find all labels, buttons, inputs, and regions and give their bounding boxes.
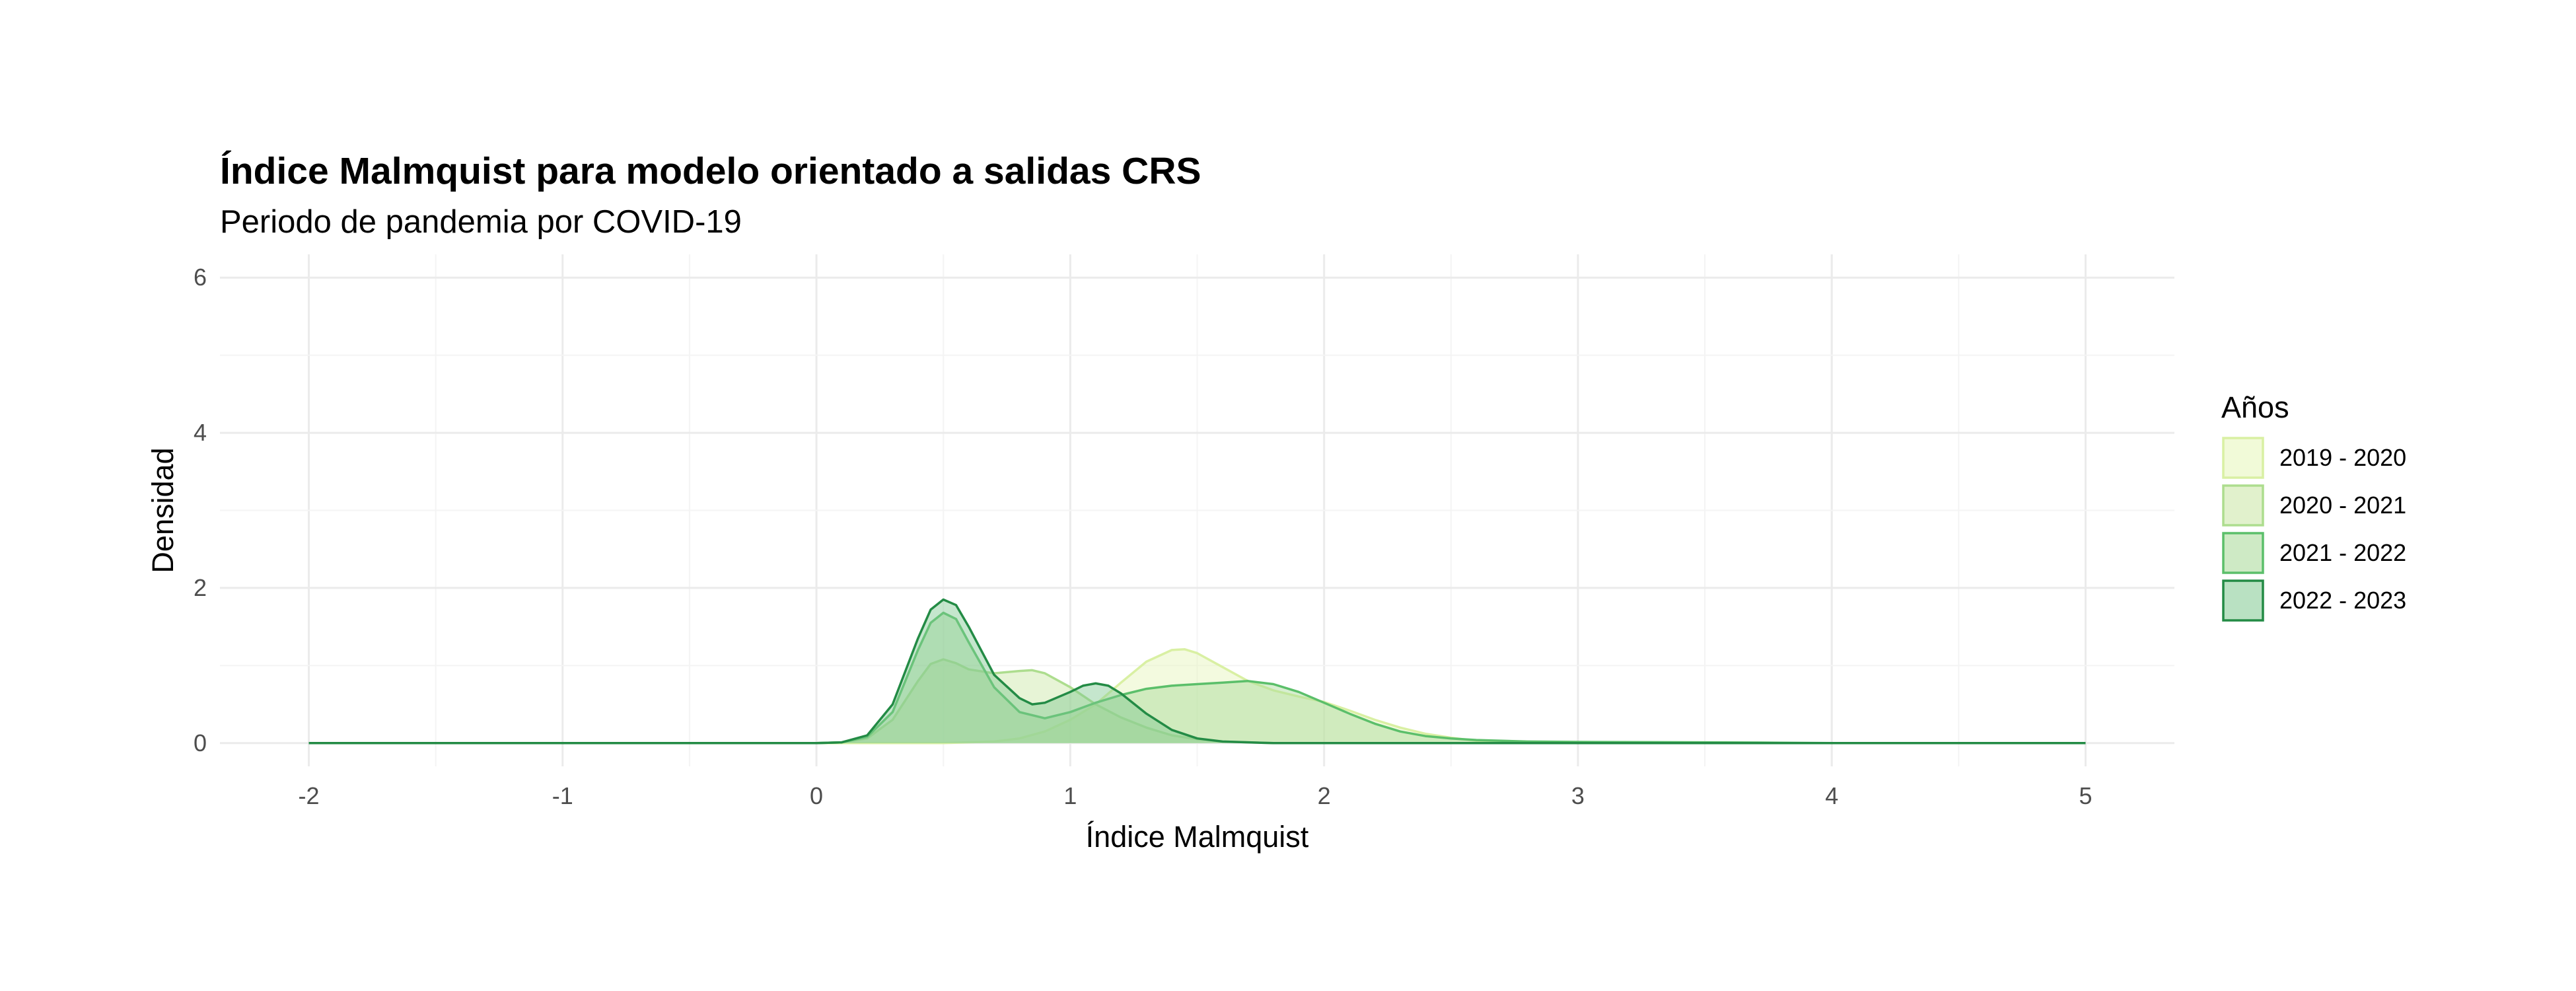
chart-title: Índice Malmquist para modelo orientado a… (220, 150, 1201, 192)
legend-swatch (2222, 579, 2264, 622)
x-tick-label: 5 (2079, 782, 2092, 809)
legend-label: 2020 - 2021 (2279, 492, 2406, 519)
legend-label: 2021 - 2022 (2279, 539, 2406, 566)
y-tick-label: 4 (194, 419, 207, 446)
density-areas (308, 598, 2086, 745)
x-tick-label: 1 (1063, 782, 1077, 809)
x-tick-label: 4 (1825, 782, 1838, 809)
legend: Años 2019 - 2020 2020 - 2021 2021 - 2022 20… (2221, 390, 2406, 622)
y-tick-label: 2 (194, 574, 207, 601)
legend-swatch (2222, 484, 2264, 527)
axis-tick-labels: -2 -1 0 1 2 3 4 5 0 2 4 6 (194, 264, 2093, 809)
density-area-3 (308, 612, 2086, 743)
chart-subtitle: Periodo de pandemia por COVID-19 (220, 204, 742, 240)
density-line-1 (308, 647, 2086, 745)
density-line-2 (308, 658, 2086, 745)
legend-title: Años (2221, 390, 2289, 424)
x-tick-label: 3 (1571, 782, 1585, 809)
density-area-1 (308, 649, 2086, 743)
y-axis-title: Densidad (146, 447, 180, 573)
legend-label: 2019 - 2020 (2279, 444, 2406, 471)
x-axis-title: Índice Malmquist (1086, 820, 1309, 854)
x-tick-label: -2 (298, 782, 319, 809)
y-tick-label: 0 (194, 729, 207, 756)
x-tick-label: 2 (1318, 782, 1331, 809)
density-line-4 (308, 598, 2086, 745)
x-tick-label: -1 (552, 782, 573, 809)
y-tick-label: 6 (194, 264, 207, 291)
x-tick-label: 0 (810, 782, 823, 809)
density-line-3 (308, 611, 2086, 745)
legend-swatch (2222, 437, 2264, 479)
legend-label: 2022 - 2023 (2279, 587, 2406, 614)
legend-swatch (2222, 532, 2264, 574)
